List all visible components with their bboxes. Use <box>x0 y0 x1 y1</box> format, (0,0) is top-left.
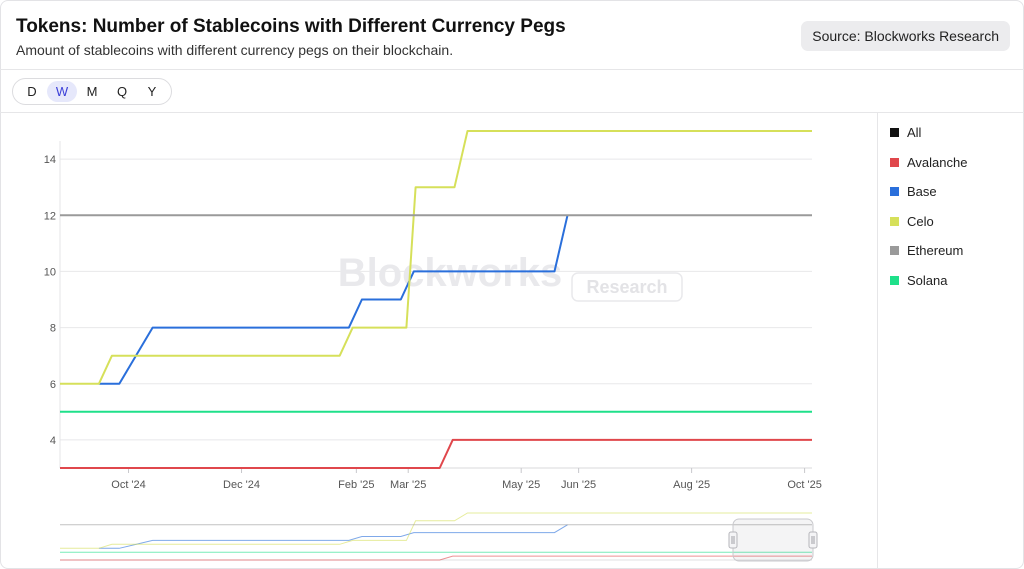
legend-item-solana[interactable]: Solana <box>890 266 967 296</box>
navigator[interactable] <box>60 512 818 562</box>
source-badge[interactable]: Source: Blockworks Research <box>801 21 1010 51</box>
legend-swatch-all <box>890 128 899 138</box>
legend-swatch-base <box>890 187 899 197</box>
legend-label-avalanche: Avalanche <box>907 154 968 170</box>
watermark-badge <box>571 272 683 302</box>
y-tick-label: 12 <box>44 210 56 222</box>
series-line-base <box>98 215 569 385</box>
y-tick-label: 14 <box>44 154 56 166</box>
navigator-line-celo <box>60 512 812 549</box>
series-line-celo <box>60 130 812 385</box>
legend-label-ethereum: Ethereum <box>907 243 964 259</box>
legend-label-all: All <box>907 125 922 141</box>
legend-swatch-celo <box>890 216 899 226</box>
period-m-button[interactable]: M <box>86 84 98 99</box>
legend-item-avalanche[interactable]: Avalanche <box>890 148 967 178</box>
x-tick-label: Mar '25 <box>390 479 426 491</box>
chart-subtitle: Amount of stablecoins with different cur… <box>16 42 454 58</box>
x-tick-label: May '25 <box>502 479 540 491</box>
toolbar-divider <box>0 112 1024 113</box>
grid-layer <box>59 141 812 473</box>
x-tick-label: Dec '24 <box>223 479 260 491</box>
legend-item-ethereum[interactable]: Ethereum <box>890 236 967 266</box>
legend-label-base: Base <box>907 184 937 200</box>
y-tick-label: 8 <box>50 323 56 335</box>
period-selector: D W M Q Y <box>12 78 172 105</box>
x-tick-label: Feb '25 <box>338 479 374 491</box>
header-divider <box>0 69 1024 70</box>
legend-swatch-ethereum <box>890 246 899 256</box>
series-line-avalanche <box>60 438 812 469</box>
legend-label-celo: Celo <box>907 213 934 229</box>
legend-label-solana: Solana <box>907 272 948 288</box>
series-layer <box>60 130 812 469</box>
y-tick-label: 4 <box>50 435 56 447</box>
y-tick-label: 10 <box>44 266 56 278</box>
legend-item-base[interactable]: Base <box>890 177 967 207</box>
period-q-button[interactable]: Q <box>116 84 128 99</box>
y-tick-label: 6 <box>50 379 56 391</box>
legend-divider <box>877 113 878 568</box>
period-w-button[interactable]: W <box>47 81 77 102</box>
legend-item-celo[interactable]: Celo <box>890 207 967 237</box>
x-tick-label: Aug '25 <box>673 479 710 491</box>
navigator-line-base <box>98 524 568 549</box>
watermark-badge-text: Research <box>586 277 667 297</box>
tick-layer: 4 6 8 10 12 14 Oct '24 Dec '24 Feb '25 Mar '25 May… <box>44 154 822 491</box>
x-tick-label: Oct '25 <box>787 479 822 491</box>
x-tick-label: Jun '25 <box>561 479 596 491</box>
navigator-handle-left[interactable] <box>728 531 738 549</box>
legend: All Avalanche Base Celo Ethereum Solana <box>890 118 967 295</box>
x-tick-label: Oct '24 <box>111 479 146 491</box>
watermark-text: Blockworks <box>338 251 563 295</box>
period-d-button[interactable]: D <box>27 84 37 99</box>
navigator-window[interactable] <box>732 518 814 562</box>
navigator-line-avalanche <box>60 555 812 561</box>
line-chart: Blockworks Research 4 6 8 10 12 14 Oct '24 Dec … <box>44 130 822 562</box>
period-y-button[interactable]: Y <box>147 84 157 99</box>
legend-swatch-avalanche <box>890 157 899 167</box>
chart-title: Tokens: Number of Stablecoins with Diffe… <box>16 16 566 37</box>
watermark: Blockworks Research <box>338 251 683 302</box>
legend-swatch-solana <box>890 275 899 285</box>
legend-item-all[interactable]: All <box>890 118 967 148</box>
navigator-handle-right[interactable] <box>808 531 818 549</box>
